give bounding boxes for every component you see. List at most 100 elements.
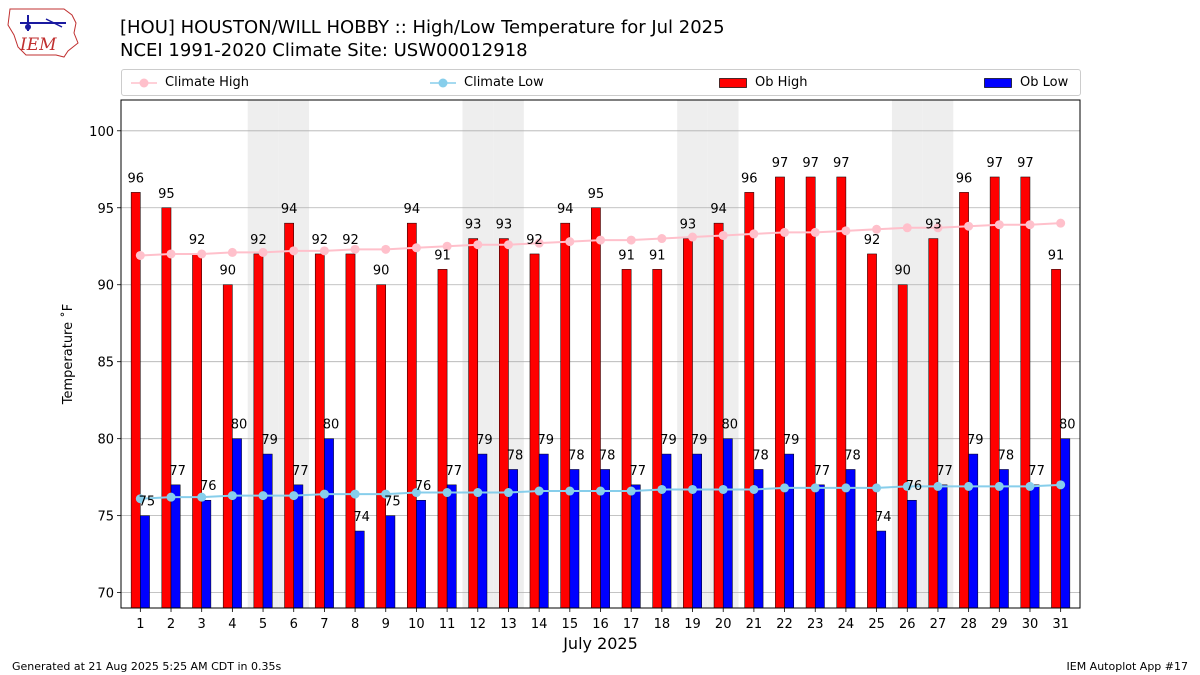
ob-low-bar bbox=[201, 499, 212, 609]
ob-low-value-label: 77 bbox=[630, 464, 647, 479]
x-tick-label: 16 bbox=[592, 617, 609, 632]
climate-low-point bbox=[1025, 481, 1035, 491]
ob-high-bar bbox=[345, 253, 356, 609]
ob-low-bar bbox=[140, 515, 150, 609]
ob-low-bar bbox=[293, 484, 304, 609]
climate-low-point bbox=[596, 486, 605, 496]
x-tick-label: 18 bbox=[654, 617, 671, 632]
climate-high-point bbox=[626, 235, 636, 245]
x-tick-label: 30 bbox=[1022, 617, 1039, 632]
ob-low-value-label: 78 bbox=[568, 448, 585, 463]
legend-label: Climate Low bbox=[464, 75, 544, 90]
climate-high-point bbox=[1056, 218, 1066, 228]
ob-high-value-label: 91 bbox=[618, 248, 635, 263]
ob-low-value-label: 79 bbox=[967, 433, 984, 448]
climate-high-point bbox=[994, 220, 1004, 230]
ob-high-value-label: 96 bbox=[956, 171, 973, 186]
x-tick-label: 7 bbox=[320, 617, 328, 632]
legend-label: Ob Low bbox=[1020, 75, 1069, 90]
ob-high-value-label: 93 bbox=[925, 218, 942, 233]
x-tick-label: 4 bbox=[228, 617, 236, 632]
ob-high-value-label: 95 bbox=[158, 187, 175, 202]
ob-low-bar bbox=[170, 484, 181, 609]
ob-low-bar bbox=[661, 453, 672, 609]
ob-high-bar bbox=[928, 238, 939, 609]
climate-low-point bbox=[657, 484, 667, 494]
ob-high-value-label: 93 bbox=[465, 218, 482, 233]
ob-high-value-label: 96 bbox=[741, 171, 758, 186]
climate-high-point bbox=[503, 240, 513, 250]
ob-high-value-label: 94 bbox=[710, 202, 727, 217]
ob-high-bar bbox=[253, 253, 264, 609]
y-tick-label: 95 bbox=[97, 202, 114, 217]
climate-low-point bbox=[872, 483, 882, 493]
x-tick-label: 2 bbox=[167, 617, 175, 632]
x-tick-label: 20 bbox=[715, 617, 732, 632]
ob-low-value-label: 74 bbox=[875, 510, 892, 525]
ob-low-value-label: 76 bbox=[200, 479, 217, 494]
ob-low-bar bbox=[630, 484, 641, 609]
ob-low-value-label: 79 bbox=[660, 433, 677, 448]
climate-low-legend-swatch bbox=[430, 78, 456, 87]
climate-low-point bbox=[964, 481, 974, 491]
ob-low-value-label: 80 bbox=[1059, 418, 1076, 433]
ob-low-bar bbox=[722, 438, 733, 609]
ob-high-bar bbox=[560, 222, 571, 609]
ob-high-value-label: 93 bbox=[680, 218, 697, 233]
ob-high-value-label: 91 bbox=[1048, 248, 1065, 263]
ob-high-bar bbox=[161, 207, 172, 609]
app-label: IEM Autoplot App #17 bbox=[1066, 660, 1189, 673]
ob-low-value-label: 80 bbox=[722, 418, 739, 433]
x-tick-label: 12 bbox=[470, 617, 487, 632]
legend: Climate High Climate Low Ob High Ob Low bbox=[121, 69, 1081, 96]
climate-low-point bbox=[933, 481, 943, 491]
climate-low-point bbox=[565, 486, 575, 496]
ob-high-bar bbox=[836, 176, 847, 609]
climate-high-point bbox=[442, 241, 452, 251]
chart-subtitle: NCEI 1991-2020 Climate Site: USW00012918 bbox=[120, 40, 528, 61]
x-tick-label: 1 bbox=[136, 617, 144, 632]
ob-low-legend-swatch bbox=[984, 77, 1012, 88]
x-tick-label: 31 bbox=[1052, 617, 1069, 632]
climate-low-point bbox=[1056, 480, 1066, 490]
climate-high-point bbox=[749, 229, 759, 239]
y-tick-label: 85 bbox=[97, 356, 114, 371]
x-tick-label: 21 bbox=[746, 617, 763, 632]
ob-low-bar bbox=[354, 530, 365, 609]
x-tick-label: 9 bbox=[382, 617, 390, 632]
ob-low-value-label: 77 bbox=[1028, 464, 1045, 479]
climate-low-point bbox=[166, 492, 176, 502]
y-tick-label: 70 bbox=[97, 587, 114, 602]
x-tick-label: 27 bbox=[930, 617, 947, 632]
ob-low-bar bbox=[324, 438, 334, 609]
ob-high-value-label: 92 bbox=[342, 233, 359, 248]
ob-low-bar bbox=[1060, 438, 1071, 609]
climate-low-point bbox=[749, 484, 759, 494]
climate-high-legend-swatch bbox=[131, 78, 157, 87]
ob-low-value-label: 78 bbox=[599, 448, 616, 463]
ob-low-bar bbox=[262, 453, 273, 609]
climate-high-point bbox=[258, 247, 268, 257]
x-tick-label: 28 bbox=[960, 617, 977, 632]
ob-high-bar bbox=[897, 284, 908, 609]
ob-low-bar bbox=[907, 499, 917, 609]
x-tick-label: 23 bbox=[807, 617, 824, 632]
ob-high-bar bbox=[284, 222, 294, 609]
climate-high-point bbox=[381, 244, 391, 254]
generated-timestamp: Generated at 21 Aug 2025 5:25 AM CDT in … bbox=[12, 660, 282, 673]
ob-low-value-label: 77 bbox=[936, 464, 953, 479]
climate-high-point bbox=[688, 232, 698, 242]
climate-high-point bbox=[350, 244, 360, 254]
ob-low-bar bbox=[477, 453, 488, 609]
ob-low-value-label: 77 bbox=[814, 464, 831, 479]
ob-low-value-label: 78 bbox=[507, 448, 524, 463]
x-tick-label: 10 bbox=[408, 617, 425, 632]
ob-high-value-label: 94 bbox=[281, 202, 298, 217]
ob-high-value-label: 93 bbox=[496, 218, 513, 233]
ob-high-value-label: 97 bbox=[802, 156, 819, 171]
ob-low-value-label: 77 bbox=[169, 464, 186, 479]
climate-high-point bbox=[872, 224, 882, 234]
ob-high-value-label: 92 bbox=[312, 233, 329, 248]
ob-high-value-label: 96 bbox=[127, 171, 144, 186]
